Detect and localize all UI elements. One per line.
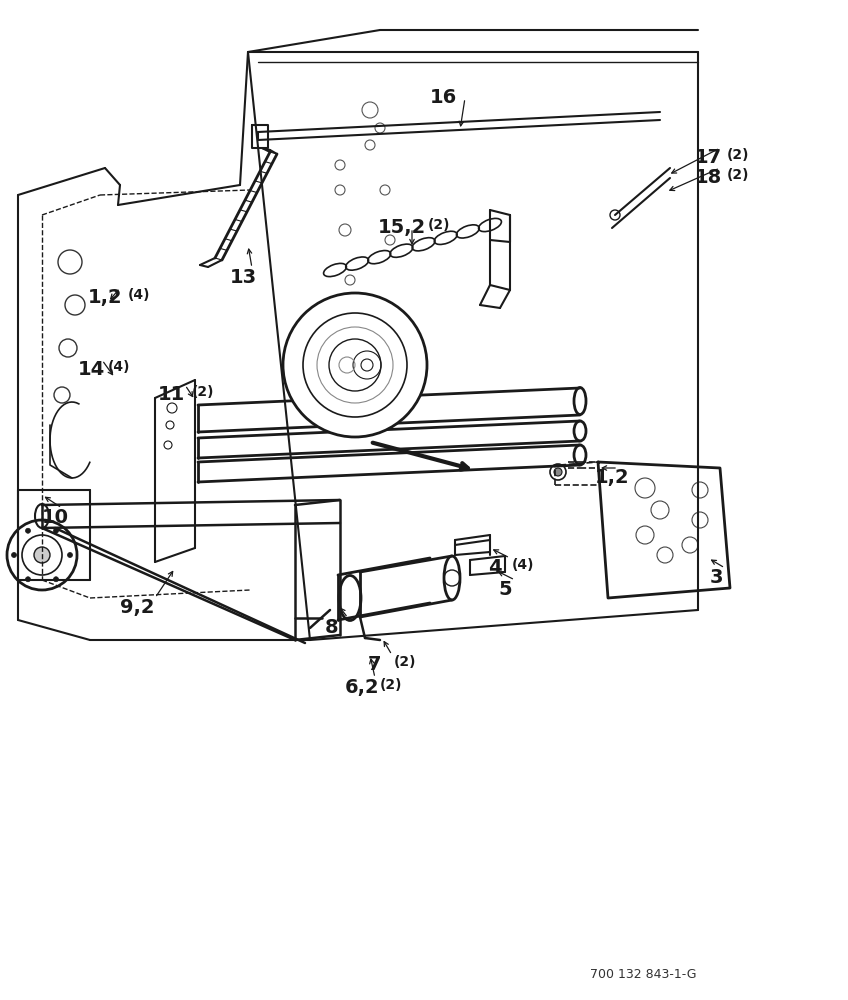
Text: 12: 12 [370, 348, 397, 367]
Circle shape [554, 468, 562, 476]
Text: 4: 4 [488, 558, 502, 577]
Text: 5: 5 [498, 580, 511, 599]
Text: 9,2: 9,2 [120, 598, 154, 617]
Text: 7: 7 [368, 655, 382, 674]
Circle shape [53, 528, 59, 533]
Text: 1,2: 1,2 [595, 468, 629, 487]
Text: 8: 8 [325, 618, 338, 637]
Text: 14: 14 [78, 360, 105, 379]
Text: 6,2: 6,2 [345, 678, 380, 697]
Circle shape [283, 293, 427, 437]
Circle shape [12, 552, 16, 558]
Circle shape [68, 552, 72, 558]
Text: 17: 17 [695, 148, 722, 167]
Text: 700 132 843-1-G: 700 132 843-1-G [590, 968, 696, 981]
Text: (4): (4) [400, 348, 422, 362]
Text: 18: 18 [695, 168, 722, 187]
Text: (2): (2) [394, 655, 416, 669]
Circle shape [53, 577, 59, 582]
Circle shape [25, 577, 31, 582]
Text: (4): (4) [108, 360, 131, 374]
Text: 10: 10 [42, 508, 69, 527]
Text: (4): (4) [128, 288, 150, 302]
Text: 15,2: 15,2 [378, 218, 427, 237]
Text: 13: 13 [230, 268, 257, 287]
Text: 3: 3 [710, 568, 723, 587]
Text: (2): (2) [380, 678, 403, 692]
Text: 1,2: 1,2 [88, 288, 123, 307]
Text: (2): (2) [428, 218, 450, 232]
Text: (2): (2) [192, 385, 215, 399]
Circle shape [25, 528, 31, 533]
Text: 16: 16 [430, 88, 457, 107]
Text: (2): (2) [727, 168, 750, 182]
Text: (2): (2) [727, 148, 750, 162]
Text: (4): (4) [512, 558, 534, 572]
Text: 11: 11 [158, 385, 185, 404]
Circle shape [34, 547, 50, 563]
